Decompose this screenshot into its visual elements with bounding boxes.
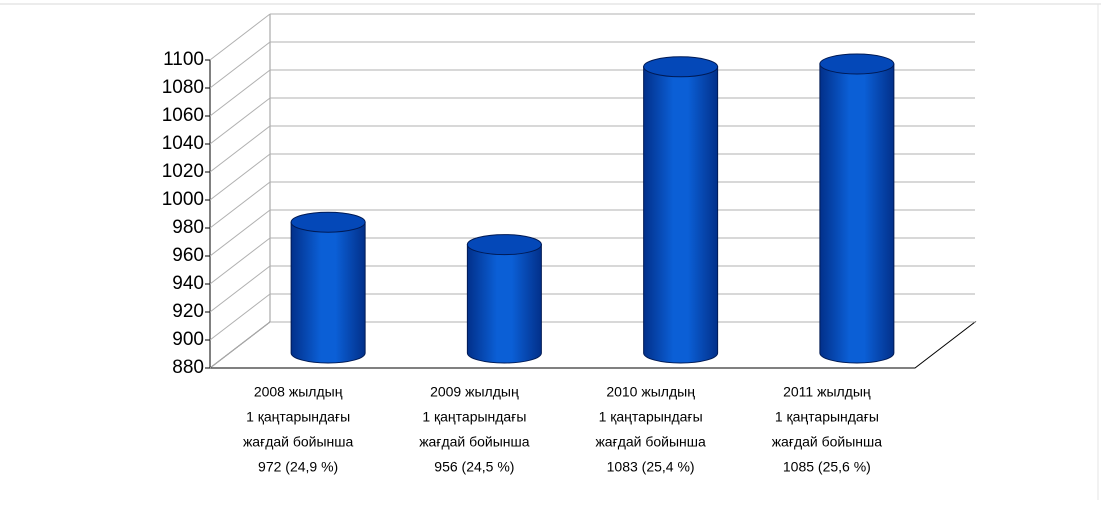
bar-top <box>290 211 366 233</box>
x-tick-label: жағдай бойынша <box>419 434 530 450</box>
bar-top <box>643 56 719 78</box>
x-tick-label: 1 қаңтарындағы <box>775 409 879 425</box>
grid-line <box>209 13 271 61</box>
y-tick-label: 1100 <box>163 49 204 70</box>
bar <box>643 66 719 364</box>
y-tick-label: 880 <box>172 357 204 378</box>
grid-line <box>209 293 271 341</box>
bar <box>819 63 895 364</box>
x-tick-label: 972 (24,9 %) <box>258 459 338 475</box>
grid-line <box>209 97 271 145</box>
x-tick-label: жағдай бойынша <box>243 434 354 450</box>
bar <box>466 244 542 364</box>
bar-top <box>819 53 895 75</box>
grid-line <box>209 321 271 369</box>
x-tick-label: 1 қаңтарындағы <box>422 409 526 425</box>
y-tick-label: 1080 <box>162 77 204 98</box>
bar-top <box>466 234 542 256</box>
y-tick-label: 1040 <box>162 133 204 154</box>
grid-line <box>209 265 271 313</box>
y-tick-label: 900 <box>172 329 204 350</box>
x-tick-label: жағдай бойынша <box>772 434 883 450</box>
x-tick-label: жағдай бойынша <box>595 434 706 450</box>
bar <box>290 221 366 364</box>
x-tick-label: 1 қаңтарындағы <box>246 409 350 425</box>
x-tick-label: 956 (24,5 %) <box>434 459 514 475</box>
grid-line <box>209 237 271 285</box>
x-tick-label: 1083 (25,4 %) <box>607 459 695 475</box>
y-tick-label: 980 <box>172 217 204 238</box>
x-tick-label: 1085 (25,6 %) <box>783 459 871 475</box>
grid-line <box>209 209 271 257</box>
x-tick-label: 2009 жылдың <box>430 384 519 400</box>
x-tick-label: 1 қаңтарындағы <box>599 409 703 425</box>
y-tick-label: 920 <box>172 301 204 322</box>
grid-line <box>209 153 271 201</box>
y-tick-label: 1020 <box>162 161 204 182</box>
y-tick-label: 1000 <box>162 189 204 210</box>
x-tick-label: 2010 жылдың <box>606 384 695 400</box>
grid-line <box>209 69 271 117</box>
x-tick-label: 2008 жылдың <box>254 384 343 400</box>
grid-line <box>209 125 271 173</box>
y-tick-label: 960 <box>172 245 204 266</box>
grid-line <box>209 181 271 229</box>
grid-line <box>209 41 271 89</box>
x-tick-label: 2011 жылдың <box>783 384 871 400</box>
y-tick-label: 1060 <box>162 105 204 126</box>
y-tick-label: 940 <box>172 273 204 294</box>
